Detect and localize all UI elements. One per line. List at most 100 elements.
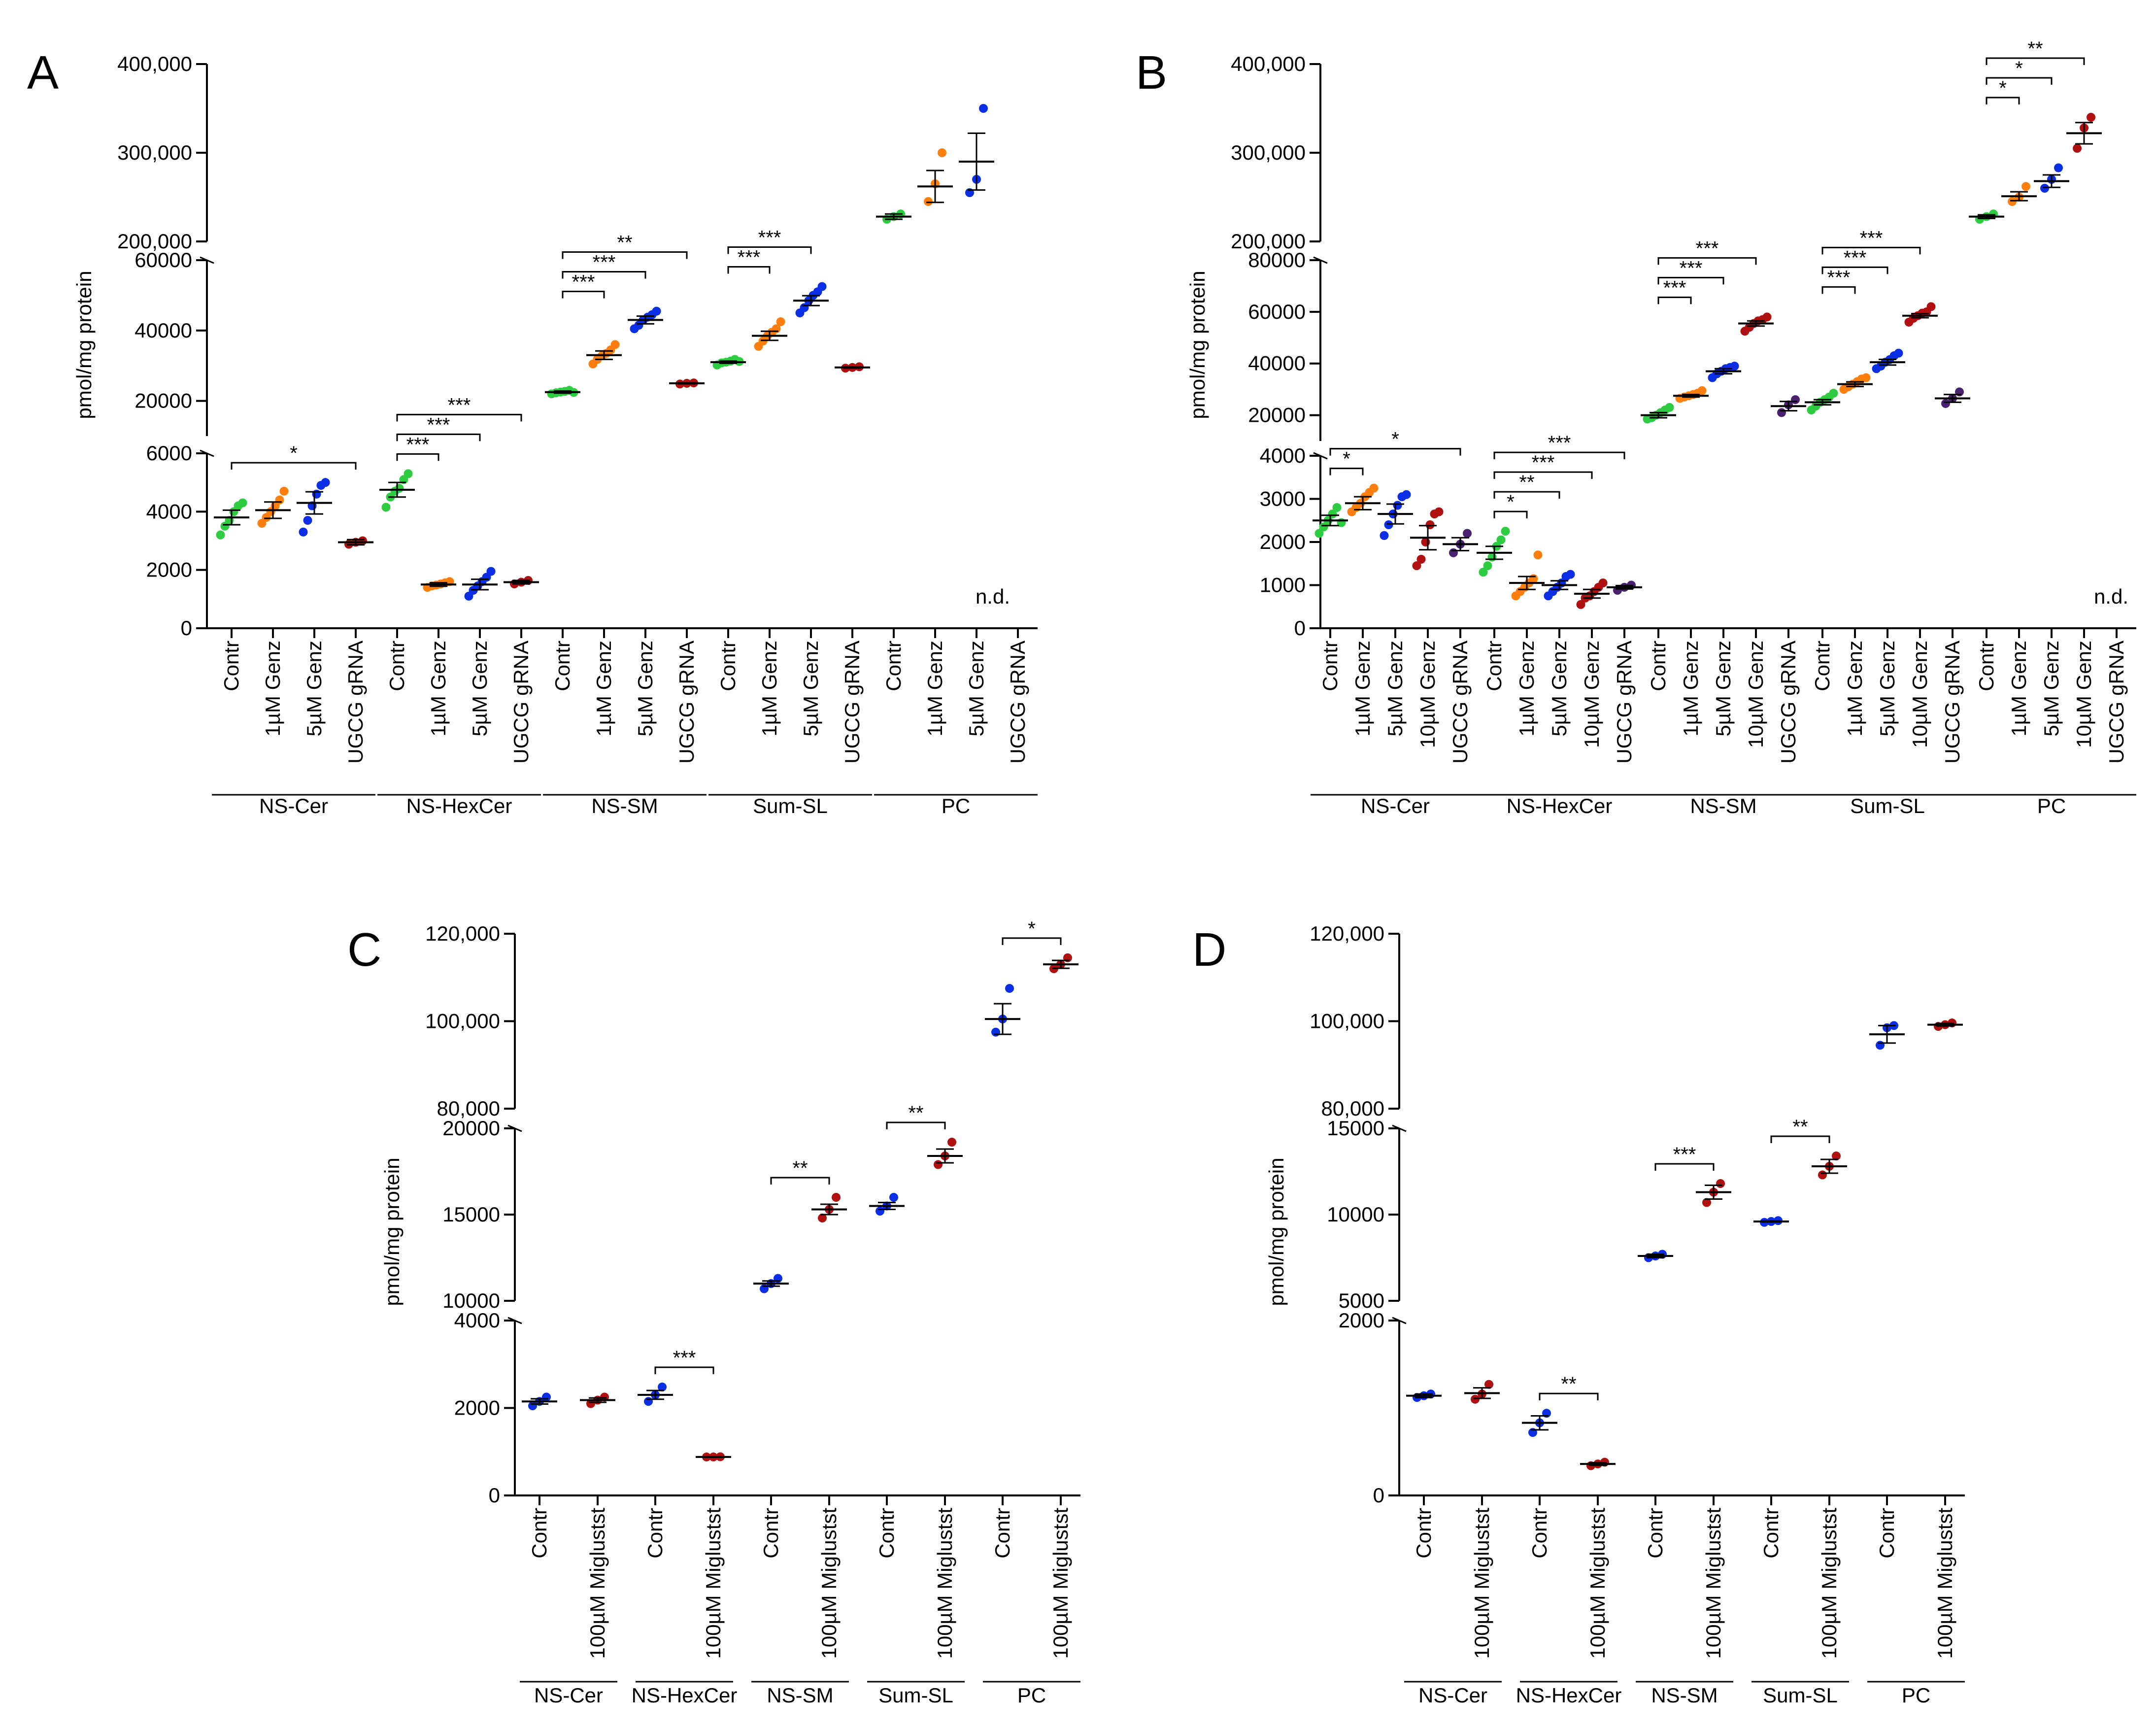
data-point bbox=[2008, 197, 2017, 206]
group-label: Sum-SL bbox=[1763, 1684, 1838, 1707]
significance-bracket bbox=[1654, 1163, 1715, 1171]
significance-bracket bbox=[1657, 296, 1692, 305]
significance-label: ** bbox=[617, 232, 632, 254]
category-label: 5µM Genz bbox=[1383, 641, 1407, 737]
category-label: 5µM Genz bbox=[965, 641, 988, 737]
not-detected-label: n.d. bbox=[976, 585, 1010, 608]
category-label: 1µM Genz bbox=[592, 641, 615, 737]
group-label: NS-SM bbox=[1651, 1684, 1718, 1707]
significance-bracket bbox=[396, 433, 481, 441]
data-point bbox=[938, 148, 946, 157]
data-point bbox=[1369, 483, 1379, 493]
y-tick-label: 2000 bbox=[1260, 530, 1306, 553]
y-tick-label: 200,000 bbox=[117, 230, 192, 253]
significance-bracket bbox=[654, 1366, 714, 1374]
data-point bbox=[486, 567, 496, 576]
significance-label: *** bbox=[406, 434, 430, 455]
category-label: Contr bbox=[528, 1508, 551, 1559]
data-point bbox=[1832, 1152, 1841, 1160]
data-point bbox=[1425, 520, 1435, 529]
data-point bbox=[1479, 568, 1488, 577]
data-point bbox=[586, 1399, 595, 1408]
significance-bracket bbox=[1002, 937, 1062, 945]
significance-bracket bbox=[1770, 1135, 1830, 1143]
significance-label: * bbox=[1999, 77, 2007, 99]
data-point bbox=[934, 1160, 943, 1169]
data-point bbox=[1529, 574, 1538, 583]
data-point bbox=[1416, 555, 1426, 564]
panel-letter: B bbox=[1136, 46, 1167, 99]
data-point bbox=[610, 340, 620, 349]
data-point bbox=[2040, 184, 2049, 193]
data-point bbox=[303, 516, 312, 525]
significance-label: *** bbox=[673, 1347, 696, 1369]
data-point bbox=[279, 486, 289, 496]
y-tick-label: 100,000 bbox=[1310, 1010, 1384, 1033]
y-axis-label: pmol/mg protein bbox=[1265, 1157, 1288, 1306]
data-point bbox=[1665, 403, 1674, 412]
data-point bbox=[1576, 600, 1585, 609]
category-label: 1µM Genz bbox=[1679, 641, 1702, 737]
y-tick-label: 0 bbox=[489, 1484, 500, 1507]
group-label: NS-Cer bbox=[259, 794, 328, 817]
y-tick-label: 300,000 bbox=[1231, 141, 1306, 164]
category-label: Contr bbox=[1759, 1508, 1783, 1559]
axis-break bbox=[1392, 1317, 1407, 1324]
category-label: 1µM Genz bbox=[427, 641, 450, 737]
y-tick-label: 6000 bbox=[146, 441, 192, 465]
category-label: UGCG gRNA bbox=[2105, 641, 2128, 764]
category-label: Contr bbox=[1412, 1508, 1435, 1559]
category-label: 10µM Genz bbox=[1416, 641, 1439, 748]
significance-label: *** bbox=[1532, 452, 1555, 474]
data-point bbox=[1449, 548, 1458, 557]
category-label: Contr bbox=[1875, 1508, 1898, 1559]
category-label: 100µM Miglustst bbox=[1933, 1508, 1956, 1659]
data-point bbox=[832, 1193, 841, 1202]
y-tick-label: 4000 bbox=[1260, 444, 1306, 467]
data-point bbox=[1861, 373, 1871, 382]
not-detected-label: n.d. bbox=[2094, 585, 2128, 608]
significance-bracket bbox=[1986, 57, 2085, 65]
significance-label: *** bbox=[1673, 1144, 1696, 1165]
significance-label: ** bbox=[1561, 1373, 1576, 1395]
significance-bracket bbox=[1493, 471, 1593, 479]
data-point bbox=[1598, 578, 1608, 588]
significance-bracket bbox=[1493, 510, 1528, 519]
data-point bbox=[1463, 529, 1472, 538]
category-label: Contr bbox=[385, 641, 408, 691]
category-label: UGCG gRNA bbox=[1449, 641, 1472, 764]
category-label: Contr bbox=[551, 641, 574, 691]
data-point bbox=[299, 527, 308, 537]
significance-bracket bbox=[396, 413, 522, 422]
group-label: NS-Cer bbox=[1361, 794, 1430, 817]
y-tick-label: 2000 bbox=[146, 558, 192, 581]
data-point bbox=[216, 530, 225, 540]
significance-label: * bbox=[1343, 448, 1350, 470]
category-label: 100µM Miglustst bbox=[1586, 1508, 1609, 1659]
y-tick-label: 120,000 bbox=[1310, 922, 1384, 945]
y-tick-label: 400,000 bbox=[1231, 52, 1306, 75]
data-point bbox=[1941, 399, 1950, 408]
category-label: Contr bbox=[1647, 641, 1670, 691]
group-label: PC bbox=[1017, 1684, 1046, 1707]
significance-bracket bbox=[1539, 1392, 1599, 1401]
significance-label: ** bbox=[1792, 1116, 1808, 1138]
significance-label: ** bbox=[792, 1157, 808, 1179]
category-label: 100µM Miglustst bbox=[702, 1508, 725, 1659]
significance-bracket bbox=[727, 266, 771, 274]
category-label: 100µM Miglustst bbox=[1049, 1508, 1072, 1659]
category-label: UGCG gRNA bbox=[1006, 641, 1029, 764]
panel-letter: D bbox=[1192, 923, 1226, 976]
significance-bracket bbox=[770, 1177, 830, 1185]
group-label: NS-HexCer bbox=[406, 794, 512, 817]
data-point bbox=[979, 104, 988, 113]
significance-bracket bbox=[1657, 257, 1757, 265]
data-point bbox=[1393, 501, 1402, 510]
category-label: 100µM Miglustst bbox=[1470, 1508, 1493, 1659]
y-tick-label: 0 bbox=[1294, 616, 1306, 640]
category-label: 1µM Genz bbox=[261, 641, 284, 737]
group-label: NS-HexCer bbox=[632, 1684, 738, 1707]
